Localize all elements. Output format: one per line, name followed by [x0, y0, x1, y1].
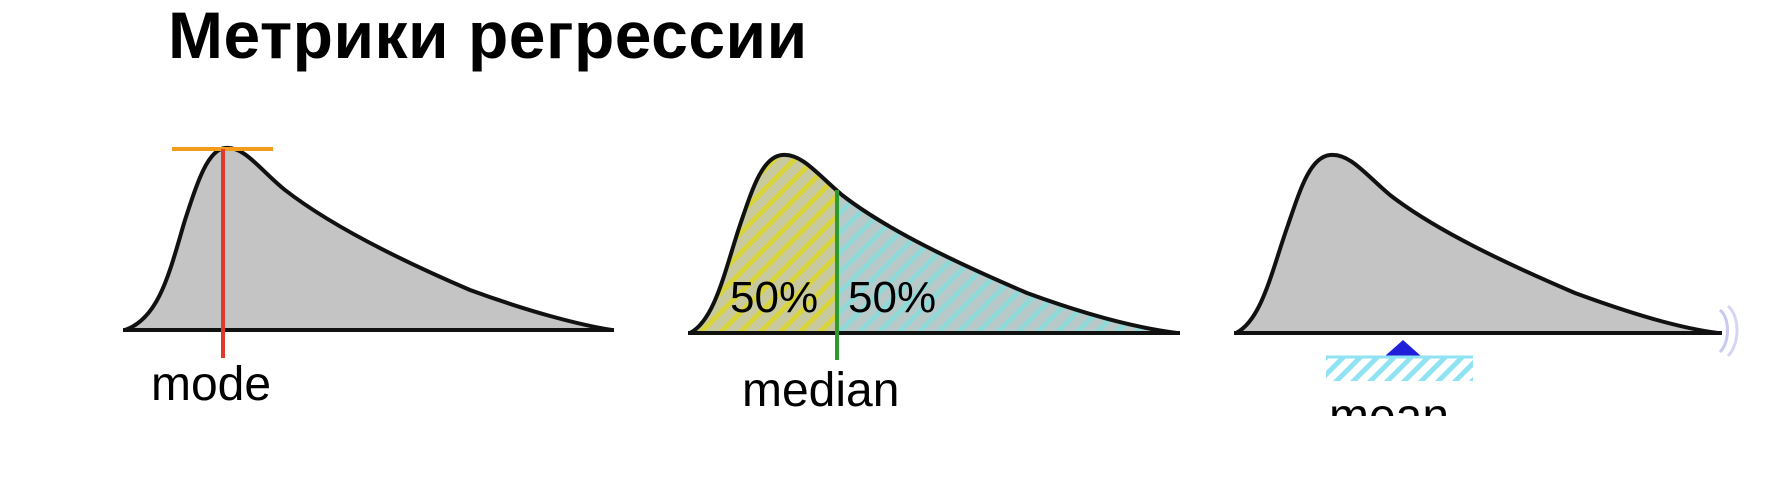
median-label: median [742, 364, 899, 417]
mode-distribution-curve [124, 145, 613, 332]
mode-label: mode [151, 358, 271, 411]
mean-base-hatch [1326, 357, 1473, 381]
mean-label: mean [1329, 390, 1449, 443]
mode-panel: mode [123, 145, 614, 411]
median-right-share: 50% [848, 273, 936, 322]
median-right-area [837, 190, 1177, 333]
median-left-share: 50% [730, 273, 818, 322]
median-panel: 50% 50% median [688, 152, 1180, 417]
mean-distribution-curve [1234, 152, 1719, 335]
mean-fulcrum-icon [1385, 340, 1421, 356]
slide-title: Метрики регрессии [168, 0, 808, 72]
median-left-area [690, 154, 837, 333]
mean-panel: mean [1234, 152, 1739, 443]
mean-edge-arc-icon-2 [1726, 304, 1739, 358]
mean-edge-arc-icon [1718, 308, 1729, 354]
median-distribution-curve [688, 152, 1178, 335]
